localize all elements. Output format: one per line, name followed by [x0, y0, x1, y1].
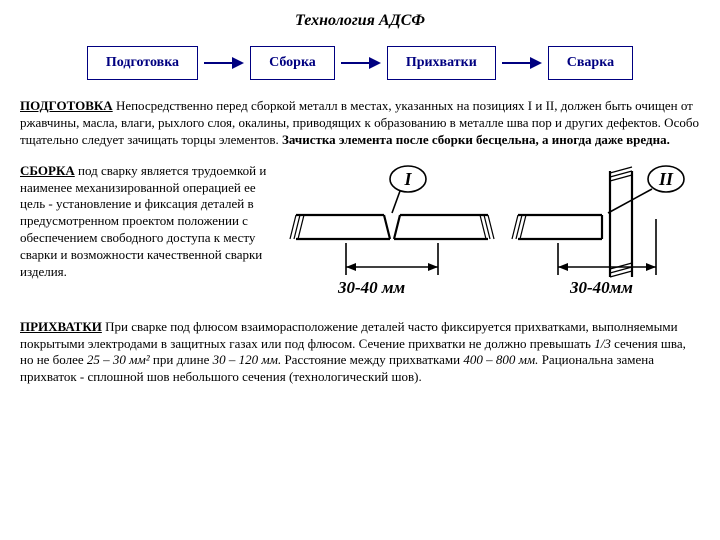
paragraph-sborka: СБОРКА под сварку является трудоемкой и …	[20, 159, 280, 281]
text: при длине	[150, 352, 213, 367]
svg-text:II: II	[658, 169, 674, 189]
arrow-icon	[204, 58, 244, 68]
text: под сварку является трудоемкой и наимене…	[20, 163, 266, 279]
process-flow: Подготовка Сборка Прихватки Сварка	[20, 46, 700, 80]
svg-text:30-40 мм: 30-40 мм	[337, 278, 406, 297]
svg-text:30-40мм: 30-40мм	[569, 278, 633, 297]
arrow-icon	[502, 58, 542, 68]
flow-box-1: Подготовка	[87, 46, 198, 80]
text-italic: 25 – 30 мм²	[87, 352, 150, 367]
paragraph-podgotovka: ПОДГОТОВКА Непосредственно перед сборкой…	[20, 98, 700, 149]
heading-podgotovka: ПОДГОТОВКА	[20, 98, 113, 113]
joint-diagram: I 30-40 мм II 30-40мм	[288, 159, 688, 309]
heading-sborka: СБОРКА	[20, 163, 75, 178]
svg-text:I: I	[403, 169, 412, 189]
text-italic: 30 – 120 мм.	[213, 352, 282, 367]
arrow-icon	[341, 58, 381, 68]
text: Расстояние между прихватками	[281, 352, 463, 367]
flow-box-2: Сборка	[250, 46, 335, 80]
heading-prikhvatki: ПРИХВАТКИ	[20, 319, 102, 334]
text: При сварке под флюсом взаиморасположение…	[20, 319, 678, 351]
diagram-container: I 30-40 мм II 30-40мм	[288, 159, 700, 309]
flow-box-3: Прихватки	[387, 46, 496, 80]
text-bold: Зачистка элемента после сборки бесцельна…	[282, 132, 670, 147]
text-italic: 1/3	[594, 336, 611, 351]
page-title: Технология АДСФ	[20, 12, 700, 30]
paragraph-prikhvatki: ПРИХВАТКИ При сварке под флюсом взаимора…	[20, 319, 700, 387]
flow-box-4: Сварка	[548, 46, 633, 80]
text-italic: 400 – 800 мм.	[463, 352, 538, 367]
row-sborka: СБОРКА под сварку является трудоемкой и …	[20, 159, 700, 309]
